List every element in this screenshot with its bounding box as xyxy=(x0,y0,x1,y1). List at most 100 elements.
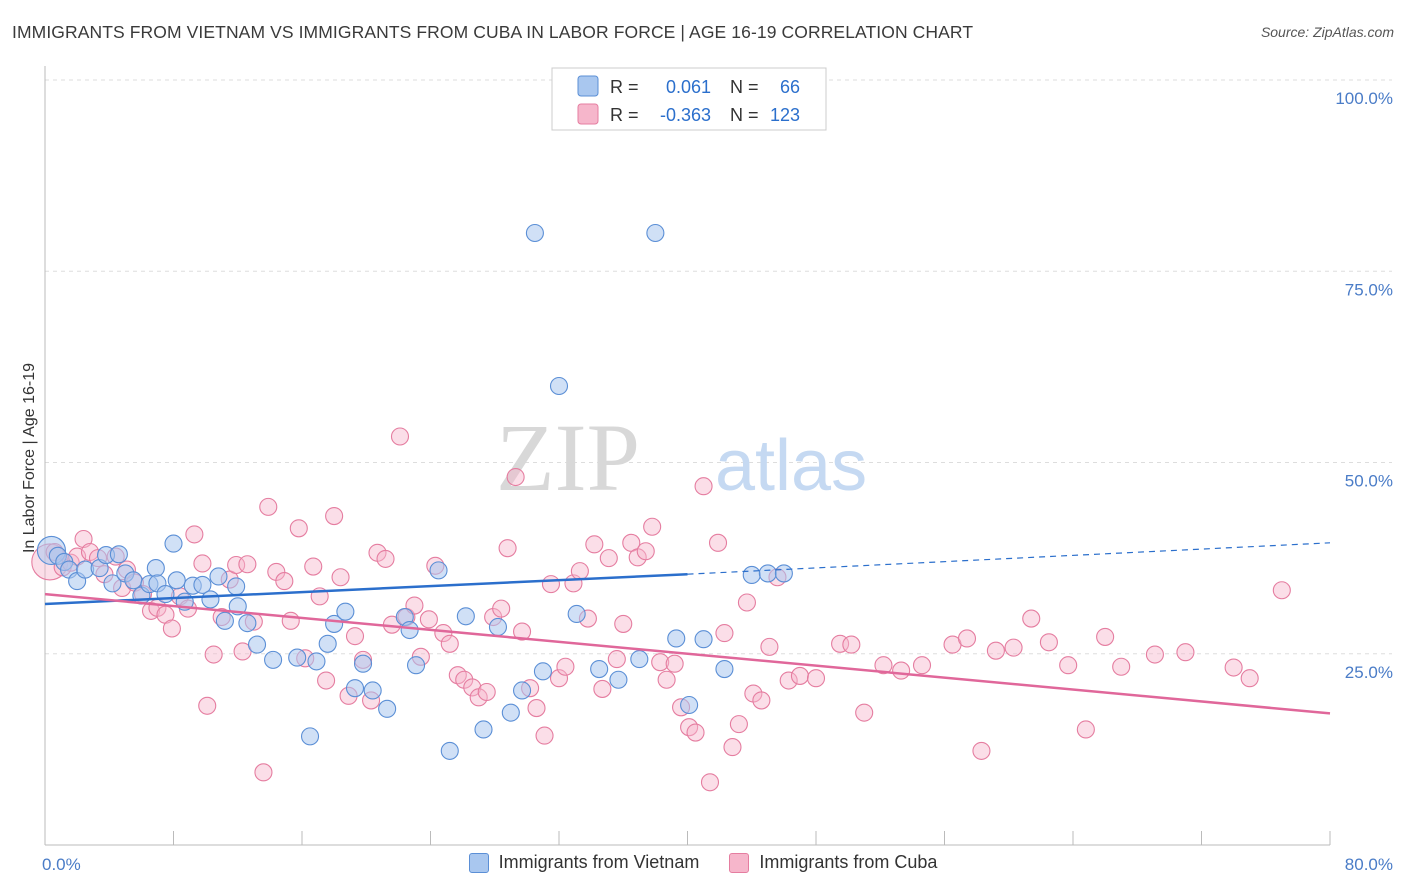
cuba-point xyxy=(275,572,294,591)
cuba-point xyxy=(806,669,826,688)
vietnam-point xyxy=(774,564,793,583)
cuba-point xyxy=(198,696,217,715)
cuba-point xyxy=(463,678,482,697)
vietnam-points xyxy=(36,70,793,760)
vietnam-point xyxy=(215,611,234,630)
x-tick-label-min: 0.0% xyxy=(42,855,81,874)
cuba-point xyxy=(535,726,554,745)
vietnam-point xyxy=(300,727,320,746)
vietnam-point xyxy=(525,223,544,243)
legend-n-value-vietnam: 66 xyxy=(780,77,800,97)
y-tick-label-100: 100.0% xyxy=(1335,89,1393,108)
vietnam-point xyxy=(238,614,257,633)
vietnam-point xyxy=(474,720,493,739)
cuba-point xyxy=(254,763,273,782)
cuba-point xyxy=(477,682,496,702)
vietnam-point xyxy=(336,602,355,621)
legend-n-value-cuba: 123 xyxy=(770,105,800,125)
vietnam-point xyxy=(501,703,520,722)
vietnam-point xyxy=(609,670,628,689)
cuba-point xyxy=(1004,638,1023,657)
cuba-point xyxy=(700,773,720,792)
cuba-point xyxy=(185,525,204,544)
cuba-point xyxy=(1240,669,1259,688)
legend-r-value-vietnam: 0.061 xyxy=(666,77,711,97)
cuba-point xyxy=(498,539,517,558)
cuba-point xyxy=(1022,609,1041,628)
vietnam-point xyxy=(694,630,713,649)
bottom-legend-swatch-cuba xyxy=(729,852,750,873)
bottom-legend: Immigrants from Vietnam Immigrants from … xyxy=(0,852,1406,873)
cuba-point xyxy=(779,671,798,690)
y-tick-label-50: 50.0% xyxy=(1345,472,1393,491)
cuba-point xyxy=(657,670,676,689)
cuba-point xyxy=(1076,720,1095,739)
cuba-point xyxy=(204,645,223,664)
trend-lines xyxy=(44,542,1331,715)
cuba-trend-line xyxy=(44,592,1331,715)
cuba-point xyxy=(1059,656,1078,675)
cuba-point xyxy=(972,741,991,760)
cuba-point xyxy=(390,427,410,446)
vietnam-point xyxy=(264,650,283,669)
vietnam-point xyxy=(156,585,175,604)
legend-n-label-vietnam: N = xyxy=(730,77,759,97)
vietnam-trend-line xyxy=(44,572,688,606)
cuba-point xyxy=(570,562,589,581)
chart-title: IMMIGRANTS FROM VIETNAM VS IMMIGRANTS FR… xyxy=(12,22,974,42)
legend-n-label-cuba: N = xyxy=(730,105,759,125)
cuba-point xyxy=(715,624,734,643)
vietnam-point xyxy=(742,565,761,585)
cuba-point xyxy=(636,542,655,561)
cuba-point xyxy=(607,650,626,669)
vietnam-trend-extension xyxy=(687,542,1331,575)
watermark-zip: ZIP xyxy=(496,404,640,511)
cuba-point xyxy=(729,715,748,734)
watermark-atlas: atlas xyxy=(715,426,867,506)
legend-r-value-cuba: -0.363 xyxy=(660,105,711,125)
cuba-point xyxy=(419,610,438,629)
cuba-point xyxy=(790,666,809,685)
vietnam-point xyxy=(109,545,128,564)
cuba-point xyxy=(448,666,467,685)
vietnam-point xyxy=(549,376,569,396)
cuba-point xyxy=(1224,658,1243,677)
cuba-point xyxy=(614,614,633,633)
cuba-point xyxy=(440,634,459,653)
chart-source: Source: ZipAtlas.com xyxy=(1260,24,1394,40)
cuba-point xyxy=(855,703,874,722)
x-tick-label-max: 80.0% xyxy=(1345,855,1393,874)
cuba-point xyxy=(233,642,252,661)
vietnam-point xyxy=(363,681,382,700)
x-tick-labels: 0.0% 80.0% xyxy=(42,855,1393,874)
vietnam-point xyxy=(307,652,326,671)
vietnam-point xyxy=(378,699,397,718)
cuba-point xyxy=(541,575,561,594)
cuba-point xyxy=(376,549,395,568)
cuba-point xyxy=(556,657,575,676)
vietnam-point xyxy=(667,629,686,648)
vietnam-point xyxy=(630,650,649,669)
vietnam-point xyxy=(488,617,508,637)
vietnam-point xyxy=(456,607,475,626)
cuba-point xyxy=(708,533,728,552)
cuba-point xyxy=(1112,657,1131,676)
vietnam-point xyxy=(201,590,220,609)
cuba-point xyxy=(585,535,604,554)
vietnam-point xyxy=(513,681,532,700)
vietnam-point xyxy=(353,654,373,673)
cuba-point xyxy=(760,637,779,656)
cuba-point xyxy=(1176,643,1195,662)
legend-swatch-vietnam xyxy=(577,75,599,97)
bottom-legend-label-cuba: Immigrants from Cuba xyxy=(759,852,938,872)
cuba-point xyxy=(331,568,350,587)
vietnam-point xyxy=(209,567,228,586)
vietnam-point xyxy=(345,679,365,698)
y-tick-label-75: 75.0% xyxy=(1345,280,1393,299)
cuba-point xyxy=(162,619,181,638)
cuba-point xyxy=(723,738,742,757)
cuba-point xyxy=(686,723,705,742)
y-tick-labels: 25.0% 50.0% 75.0% 100.0% xyxy=(1335,89,1393,682)
bottom-legend-swatch-vietnam xyxy=(468,852,489,873)
